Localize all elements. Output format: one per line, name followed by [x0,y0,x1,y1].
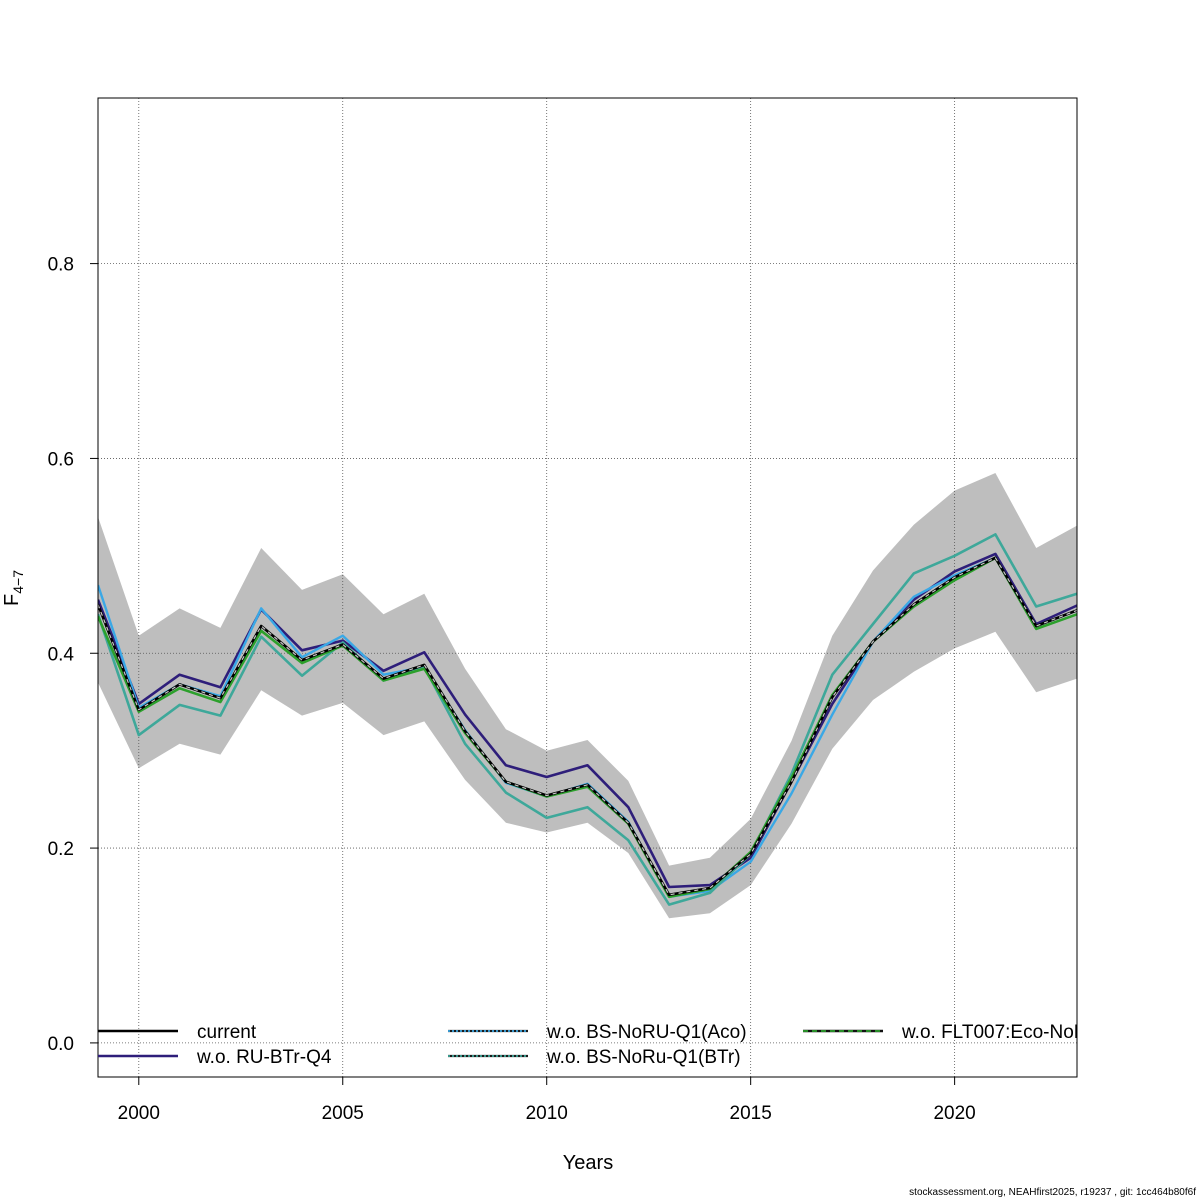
legend-label: w.o. BS-NoRU-Q1(Aco) [546,1022,747,1043]
series-line-5 [98,557,1077,896]
confidence-band-layer [98,473,1077,919]
series-lines [98,533,1077,906]
legend-label: w.o. BS-NoRu-Q1(BTr) [546,1047,741,1068]
x-tick-label: 2020 [933,1103,975,1124]
series-line-2 [98,533,1077,906]
x-tick-label: 2015 [730,1103,772,1124]
y-axis-title-main: F [1,594,23,606]
y-axis: 0.0 0.2 0.4 0.6 0.8 [48,255,98,1055]
y-axis-title: F4−7 [1,570,26,606]
footer-note: stockassessment.org, NEAHfirst2025, r192… [909,1187,1196,1198]
legend-label: w.o. RU-BTr-Q4 [196,1047,332,1068]
legend-label: current [197,1022,257,1043]
y-tick-label: 0.2 [48,839,74,860]
confidence-band [98,473,1077,919]
y-tick-label: 0.0 [48,1034,74,1055]
series-line-3 [98,556,1077,899]
y-axis-title-subscript: 4−7 [10,570,26,594]
y-tick-label: 0.4 [48,644,75,665]
x-tick-label: 2010 [526,1103,568,1124]
legend-label: w.o. FLT007:Eco-NoRu-Q3( [901,1022,1137,1043]
x-tick-label: 2000 [118,1103,160,1124]
x-axis: 2000 2005 2010 2015 2020 [118,1077,976,1124]
y-tick-label: 0.6 [48,449,74,470]
y-tick-label: 0.8 [48,255,74,276]
x-axis-title: Years [563,1152,613,1174]
legend: current w.o. RU-BTr-Q4 w.o. BS-NoRU-Q1(Aco… [98,1022,1137,1068]
gridlines [98,98,1077,1077]
plot-frame [97,97,1078,1078]
x-tick-label: 2005 [322,1103,364,1124]
